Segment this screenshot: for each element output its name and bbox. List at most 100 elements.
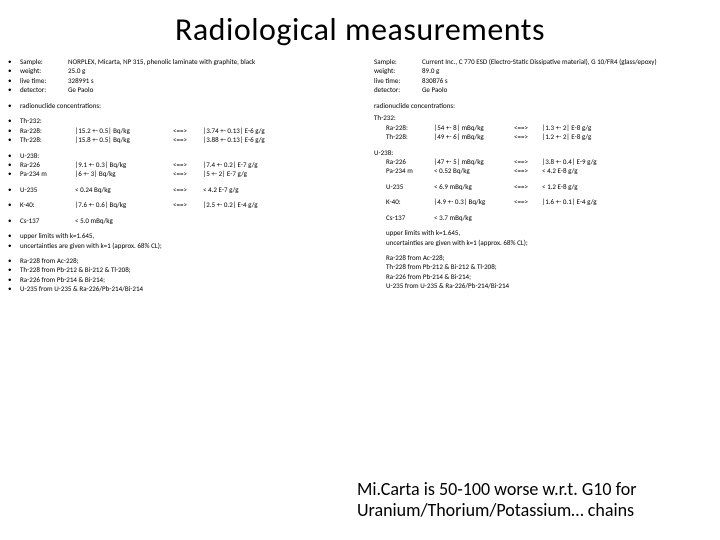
line-text: uncertainties are given with k=1 (approx… xyxy=(20,241,358,250)
rad-header: radionuclide concentrations: xyxy=(374,101,712,110)
table-row: Th-228:|49 +- 6| mBq/kg<==>|1.2 +- 2| E-… xyxy=(374,132,712,141)
bullet: • xyxy=(8,116,20,125)
sample-value: NORPLEX, Micarta, NP 315, phenolic lamin… xyxy=(68,57,358,66)
table-row: •Cs-137< 5.0 mBq/kg xyxy=(8,216,358,225)
cell-a: < 3.7 mBq/kg xyxy=(434,213,514,222)
cell-arr: <==> xyxy=(514,197,542,206)
weight-label: weight: xyxy=(20,66,68,75)
bullet: • xyxy=(8,135,20,144)
table-row: •Ra-228:|15.2 +- 0.5| Bq/kg<==>|3.74 +- … xyxy=(8,126,358,135)
cell-b: < 4.2 E-8 g/g xyxy=(542,166,622,175)
line-text: Ra-228 from Ac-228; xyxy=(386,253,712,262)
bullet xyxy=(374,281,386,290)
cell-arr: <==> xyxy=(173,185,203,194)
table-row: •Ra-226|9.1 +- 0.3| Bq/kg<==>|7.4 +- 0.2… xyxy=(8,160,358,169)
cell-a: |15.8 +- 0.5| Bq/kg xyxy=(75,135,173,144)
cell-a: |4.9 +- 0.3| Bq/kg xyxy=(434,197,514,206)
cell-arr: <==> xyxy=(173,200,203,209)
right-column: Sample: Current Inc., C 770 ESD (Electro… xyxy=(374,57,712,294)
cell-b: |2.5 +- 0.2| E-4 g/g xyxy=(203,200,293,209)
text-line: Ra-228 from Ac-228; xyxy=(374,253,712,262)
livetime-value: 830876 s xyxy=(422,76,712,85)
text-line: Th-228 from Pb-212 & Bi-212 & Tl-208; xyxy=(374,262,712,271)
cell-n: Ra-228: xyxy=(20,126,75,135)
cell-n: K-40: xyxy=(386,197,434,206)
cell-n: Th-228: xyxy=(20,135,75,144)
bullet: • xyxy=(8,160,20,169)
rad-header: radionuclide concentrations: xyxy=(20,101,358,110)
detector-label: detector: xyxy=(374,85,422,94)
detector-label: detector: xyxy=(20,85,68,94)
sample-label: Sample: xyxy=(374,57,422,66)
cell-arr: <==> xyxy=(514,132,542,141)
cell-b: |1.3 +- 2| E-8 g/g xyxy=(542,123,622,132)
line-text: U-235 from U-235 & Ra-226/Pb-214/Bi-214 xyxy=(386,281,712,290)
cell-b xyxy=(203,216,293,225)
sample-value: Current Inc., C 770 ESD (Electro-Static … xyxy=(422,57,712,66)
u238-header: U-238: xyxy=(374,148,712,157)
bullet xyxy=(374,213,386,222)
u238-table: Ra-226|47 +- 5| mBq/kg<==>|3.8 +- 0.4| E… xyxy=(374,157,712,176)
cell-a: |15.2 +- 0.5| Bq/kg xyxy=(75,126,173,135)
th232-table: Ra-228:|54 +- 8| mBq/kg<==>|1.3 +- 2| E-… xyxy=(374,123,712,142)
bullet: • xyxy=(8,126,20,135)
cell-n: K-40: xyxy=(20,200,75,209)
cell-n: U-235 xyxy=(20,185,75,194)
bullet: • xyxy=(8,185,20,194)
cell-arr: <==> xyxy=(514,166,542,175)
bullet xyxy=(374,272,386,281)
detector-value: Ge Paolo xyxy=(68,85,358,94)
cell-arr: <==> xyxy=(173,169,203,178)
cell-b: < 1.2 E-8 g/g xyxy=(542,182,622,191)
slide-title: Radiological measurements xyxy=(0,0,720,49)
footnotes-block: •Ra-228 from Ac-228;•Th-228 from Pb-212 … xyxy=(8,256,358,294)
line-text: Ra-226 from Pb-214 & Bi-214; xyxy=(386,272,712,281)
cell-b: |1.6 +- 0.1| E-4 g/g xyxy=(542,197,622,206)
cell-b: |7.4 +- 0.2| E-7 g/g xyxy=(203,160,293,169)
livetime-label: live time: xyxy=(374,76,422,85)
bullet xyxy=(374,238,386,247)
cell-arr xyxy=(173,216,203,225)
table-row: Cs-137< 3.7 mBq/kg xyxy=(374,213,712,222)
cell-b: |3.74 +- 0.13| E-6 g/g xyxy=(203,126,293,135)
th232-header: Th-232: xyxy=(20,116,358,125)
cell-a: |49 +- 6| mBq/kg xyxy=(434,132,514,141)
text-line: upper limits with k=1.645, xyxy=(374,228,712,237)
bullet: • xyxy=(8,76,20,85)
table-row: •U-235< 0.24 Bq/kg<==>< 4.2 E-7 g/g xyxy=(8,185,358,194)
bullet: • xyxy=(8,231,20,240)
text-line: Ra-226 from Pb-214 & Bi-214; xyxy=(374,272,712,281)
bullet: • xyxy=(8,216,20,225)
weight-value: 89.0 g xyxy=(422,66,712,75)
callout-text: Mi.Carta is 50-100 worse w.r.t. G10 for … xyxy=(357,479,702,522)
singles-table: •U-235< 0.24 Bq/kg<==>< 4.2 E-7 g/g•K-40… xyxy=(8,185,358,225)
bullet xyxy=(374,123,386,132)
cell-b: |3.8 +- 0.4| E-9 g/g xyxy=(542,157,622,166)
detector-value: Ge Paolo xyxy=(422,85,712,94)
cell-b: < 4.2 E-7 g/g xyxy=(203,185,293,194)
bullet: • xyxy=(8,275,20,284)
text-line: •upper limits with k=1.645, xyxy=(8,231,358,240)
cell-n: Pa-234 m xyxy=(20,169,75,178)
line-text: uncertainties are given with k=1 (approx… xyxy=(386,238,712,247)
cell-arr: <==> xyxy=(514,182,542,191)
cell-a: < 5.0 mBq/kg xyxy=(75,216,173,225)
line-text: upper limits with k=1.645, xyxy=(20,231,358,240)
cell-b xyxy=(542,213,622,222)
cell-n: Cs-137 xyxy=(20,216,75,225)
bullet xyxy=(374,197,386,206)
bullet: • xyxy=(8,241,20,250)
table-row: •Pa-234 m|6 +- 3| Bq/kg<==>|5 +- 2| E-7 … xyxy=(8,169,358,178)
line-text: Th-228 from Pb-212 & Bi-212 & Tl-208; xyxy=(386,262,712,271)
cell-arr: <==> xyxy=(173,135,203,144)
cell-arr xyxy=(514,213,542,222)
columns: • Sample: NORPLEX, Micarta, NP 315, phen… xyxy=(0,49,720,294)
weight-label: weight: xyxy=(374,66,422,75)
bullet: • xyxy=(8,151,20,160)
singles-table: U-235< 6.9 mBq/kg<==>< 1.2 E-8 g/gK-40:|… xyxy=(374,182,712,222)
cell-n: Ra-228: xyxy=(386,123,434,132)
bullet: • xyxy=(8,57,20,66)
table-row: K-40:|4.9 +- 0.3| Bq/kg<==>|1.6 +- 0.1| … xyxy=(374,197,712,206)
table-row: •K-40:|7.6 +- 0.6| Bq/kg<==>|2.5 +- 0.2|… xyxy=(8,200,358,209)
line-text: U-235 from U-235 & Ra-226/Pb-214/Bi-214 xyxy=(20,284,358,293)
